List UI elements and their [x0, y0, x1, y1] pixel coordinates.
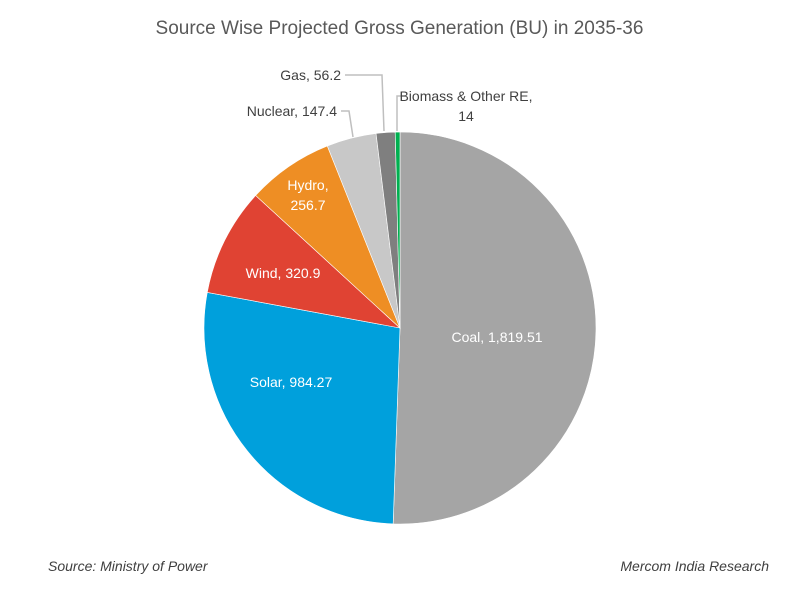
labels-layer: Coal, 1,819.51 Solar, 984.27 Wind, 320.9 Hy…	[246, 67, 543, 390]
data-label-biomass-other-re: Biomass & Other RE, 14	[399, 88, 532, 124]
leader-lines-layer	[341, 74, 405, 138]
pie-slice-coal	[392, 131, 597, 525]
credit-note: Mercom India Research	[620, 558, 769, 574]
pie-slice-wind	[206, 195, 401, 329]
data-label-gas: Gas, 56.2	[280, 67, 341, 83]
data-label-nuclear: Nuclear, 147.4	[247, 103, 337, 119]
leader-line-gas	[345, 74, 385, 132]
slices-layer	[203, 131, 597, 525]
source-note: Source: Ministry of Power	[48, 558, 208, 574]
pie-slice-biomass-other-re	[394, 131, 401, 329]
leader-line-biomass-other-re	[396, 95, 405, 131]
data-label-solar: Solar, 984.27	[250, 374, 333, 390]
data-label-wind: Wind, 320.9	[246, 265, 321, 281]
chart-title: Source Wise Projected Gross Generation (…	[155, 18, 644, 39]
pie-slice-solar	[203, 292, 401, 525]
data-label-coal: Coal, 1,819.51	[451, 329, 542, 345]
leader-line-nuclear	[341, 110, 354, 138]
data-label-hydro: Hydro, 256.7	[287, 177, 328, 213]
